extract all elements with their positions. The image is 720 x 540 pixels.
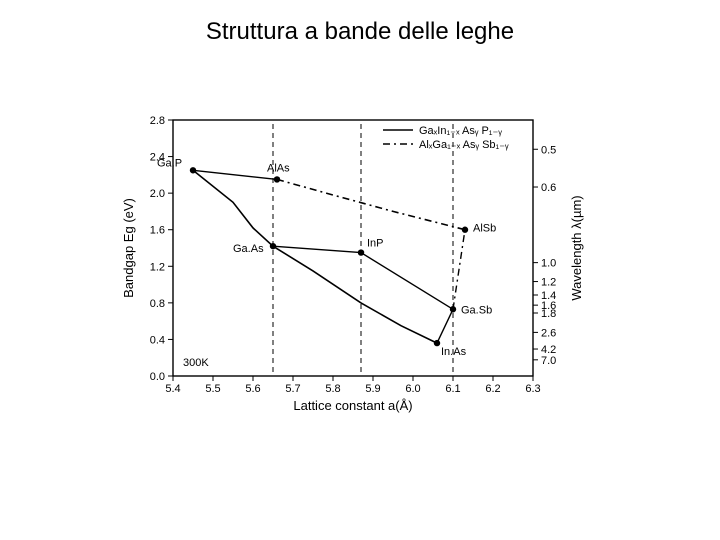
svg-text:2.6: 2.6	[541, 327, 556, 339]
svg-text:In.As: In.As	[441, 346, 467, 358]
svg-text:1.8: 1.8	[541, 308, 556, 320]
svg-text:Bandgap Eg (eV): Bandgap Eg (eV)	[121, 198, 136, 298]
bandgap-chart: 5.4 5.5 5.6 5.7 5.8 5.9 6.0 6.1 6.2 6.3 Lattice co…	[115, 110, 615, 440]
page-title: Struttura a bande delle leghe	[0, 18, 720, 46]
svg-text:6.0: 6.0	[405, 383, 420, 395]
svg-text:AlₓGa₁₋ₓ Asᵧ Sb₁₋ᵧ: AlₓGa₁₋ₓ Asᵧ Sb₁₋ᵧ	[419, 139, 509, 151]
svg-text:5.7: 5.7	[285, 383, 300, 395]
svg-text:1.0: 1.0	[541, 258, 556, 270]
svg-text:5.8: 5.8	[325, 383, 340, 395]
svg-text:2.8: 2.8	[150, 115, 165, 127]
svg-text:1.2: 1.2	[541, 277, 556, 289]
svg-text:Lattice constant a(Å): Lattice constant a(Å)	[293, 398, 412, 413]
svg-text:Wavelength λ(µm): Wavelength λ(µm)	[569, 195, 584, 300]
svg-text:5.4: 5.4	[165, 383, 180, 395]
svg-text:5.9: 5.9	[365, 383, 380, 395]
svg-text:5.5: 5.5	[205, 383, 220, 395]
svg-text:5.6: 5.6	[245, 383, 260, 395]
svg-text:7.0: 7.0	[541, 355, 556, 367]
svg-text:300K: 300K	[183, 357, 209, 369]
svg-text:Ga.Sb: Ga.Sb	[461, 304, 492, 316]
svg-text:AlSb: AlSb	[473, 223, 496, 235]
svg-text:6.3: 6.3	[525, 383, 540, 395]
svg-text:0.4: 0.4	[150, 334, 165, 346]
svg-text:0.8: 0.8	[150, 298, 165, 310]
svg-text:InP: InP	[367, 238, 384, 250]
svg-text:6.1: 6.1	[445, 383, 460, 395]
svg-text:2.0: 2.0	[150, 188, 165, 200]
svg-text:Ga.As: Ga.As	[233, 243, 264, 255]
svg-text:0.5: 0.5	[541, 144, 556, 156]
svg-text:Ga.P: Ga.P	[157, 157, 182, 169]
svg-text:0.6: 0.6	[541, 182, 556, 194]
svg-text:AlAs: AlAs	[267, 162, 290, 174]
svg-text:1.6: 1.6	[150, 225, 165, 237]
svg-text:GaₓIn₁₋ₓ Asᵧ P₁₋ᵧ: GaₓIn₁₋ₓ Asᵧ P₁₋ᵧ	[419, 125, 502, 137]
svg-text:1.2: 1.2	[150, 261, 165, 273]
svg-text:6.2: 6.2	[485, 383, 500, 395]
svg-text:0.0: 0.0	[150, 371, 165, 383]
